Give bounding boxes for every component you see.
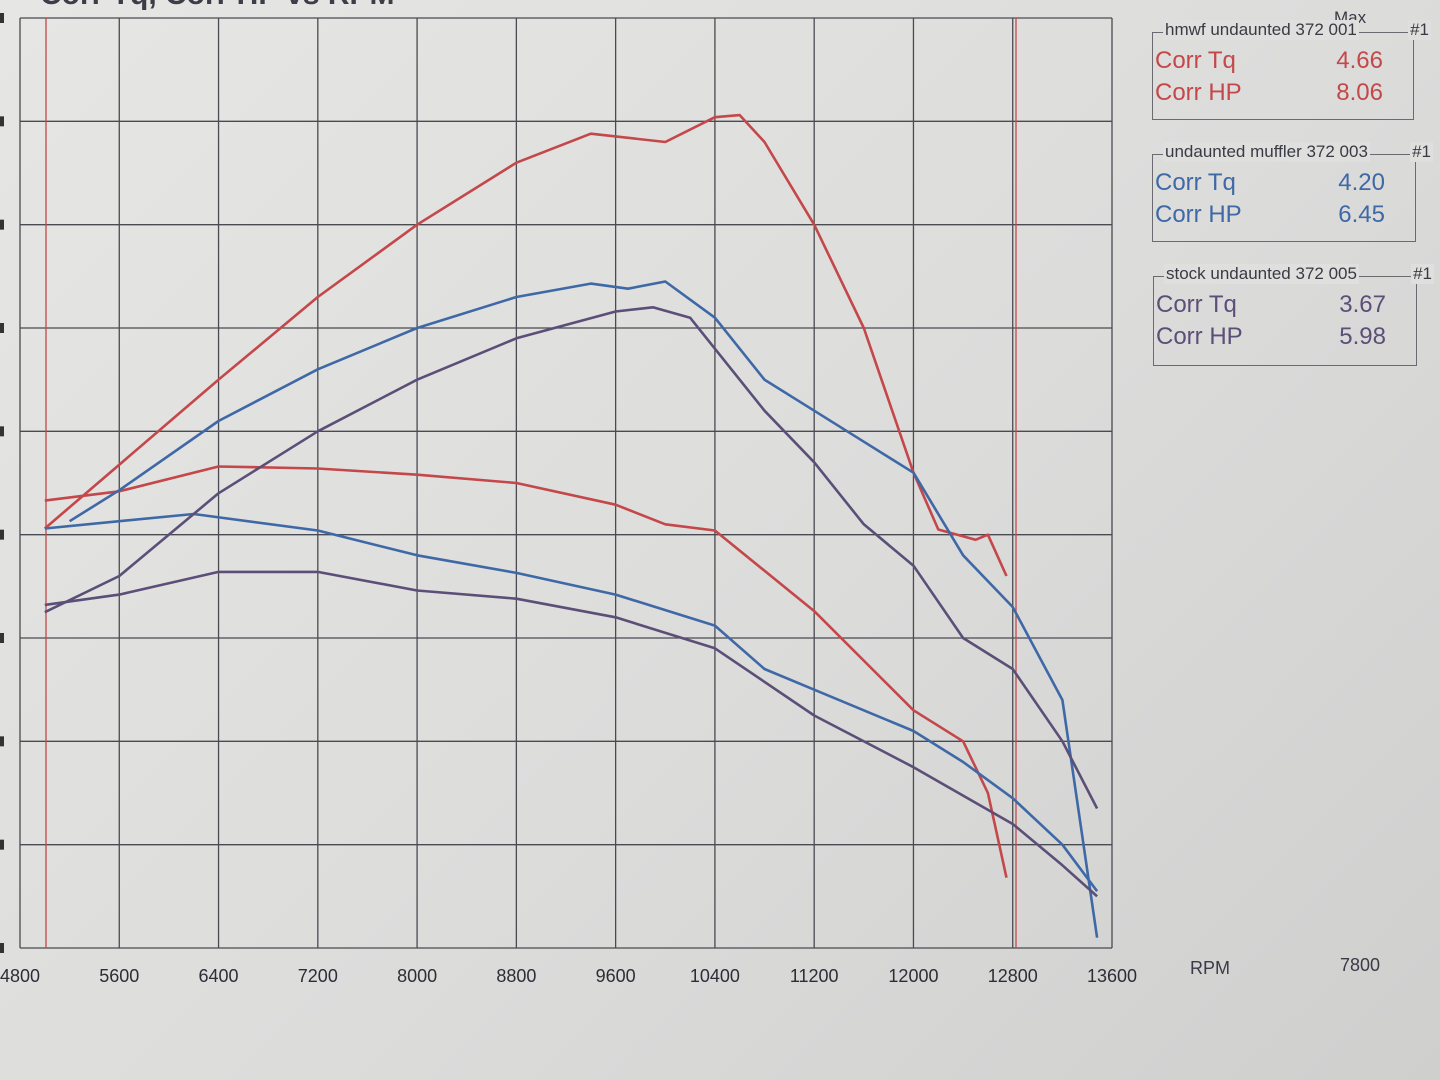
legend-label: Corr HP	[1156, 323, 1243, 350]
legend-row-hp: Corr HP 6.45	[1155, 201, 1385, 231]
legend-value: 3.67	[1339, 291, 1386, 318]
y-tick-mark	[0, 323, 4, 333]
legend-run-muffler: undaunted muffler 372 003 #1 Corr Tq 4.2…	[1152, 142, 1433, 242]
y-tick-mark	[0, 943, 4, 953]
x-tick-label: 12000	[888, 966, 938, 986]
legend-run-name: undaunted muffler 372 003	[1163, 142, 1370, 162]
y-tick-mark	[0, 736, 4, 747]
legend-row-hp: Corr HP 5.98	[1156, 323, 1386, 353]
rpm-markers	[45, 18, 1017, 948]
series-line	[44, 512, 1099, 892]
series-line	[44, 306, 1099, 810]
y-tick-mark	[0, 839, 4, 850]
x-tick-label: 8800	[496, 966, 536, 986]
legend-run-number: #1	[1411, 264, 1434, 284]
grid	[0, 13, 1113, 953]
y-tick-mark	[0, 426, 4, 437]
x-axis-label: RPM	[1190, 958, 1230, 978]
series-lines	[43, 113, 1099, 938]
x-tick-label: 11200	[790, 966, 839, 986]
legend-label: Corr Tq	[1155, 47, 1236, 74]
y-tick-mark	[0, 633, 4, 643]
legend-label: Corr HP	[1155, 79, 1242, 106]
y-tick-mark	[0, 219, 4, 230]
x-tick-label: 13600	[1087, 966, 1137, 986]
legend-value: 8.06	[1336, 79, 1383, 106]
x-tick-label: 10400	[690, 966, 740, 986]
legend-label: Corr HP	[1155, 201, 1242, 228]
x-tick-label: 9600	[596, 966, 636, 986]
series-line	[43, 113, 1008, 577]
y-tick-mark	[0, 13, 4, 23]
x-tick-label: 12800	[988, 966, 1038, 986]
legend-row-tq: Corr Tq 3.67	[1156, 291, 1386, 321]
y-tick-mark	[0, 529, 4, 540]
series-line	[44, 570, 1098, 898]
legend-label: Corr Tq	[1156, 291, 1237, 318]
legend-value: 6.45	[1338, 201, 1385, 228]
legend-run-name: hmwf undaunted 372 001	[1163, 20, 1359, 40]
y-tick-mark	[0, 116, 4, 127]
series-line	[68, 280, 1099, 938]
legend-row-hp: Corr HP 8.06	[1155, 79, 1383, 109]
legend-run-hmwf: hmwf undaunted 372 001 #1 Corr Tq 4.66 C…	[1152, 20, 1431, 120]
legend-value: 4.20	[1338, 169, 1385, 196]
series-line	[44, 465, 1008, 878]
x-tick-label: 4800	[0, 966, 40, 986]
legend-value: 5.98	[1339, 323, 1386, 350]
chart-title: Corr Tq, Corr HP vs RPM	[40, 0, 395, 12]
legend-run-stock: stock undaunted 372 005 #1 Corr Tq 3.67 …	[1153, 264, 1434, 366]
legend-label: Corr Tq	[1155, 169, 1236, 196]
legend-value: 4.66	[1336, 47, 1383, 74]
legend-run-number: #1	[1408, 20, 1431, 40]
x-tick-label: 8000	[397, 966, 437, 986]
legend-run-number: #1	[1410, 142, 1433, 162]
legend-row-tq: Corr Tq 4.66	[1155, 47, 1383, 77]
x-tick-label: 6400	[199, 966, 239, 986]
x-tick-label: 5600	[99, 966, 139, 986]
legend-run-name: stock undaunted 372 005	[1164, 264, 1359, 284]
corner-value: 7800	[1340, 955, 1381, 975]
x-tick-label: 7200	[298, 966, 338, 986]
x-tick-labels: 4800 5600 6400 7200 8000 8800 9600 10400 11200 12…	[0, 966, 1137, 986]
legend-row-tq: Corr Tq 4.20	[1155, 169, 1385, 199]
